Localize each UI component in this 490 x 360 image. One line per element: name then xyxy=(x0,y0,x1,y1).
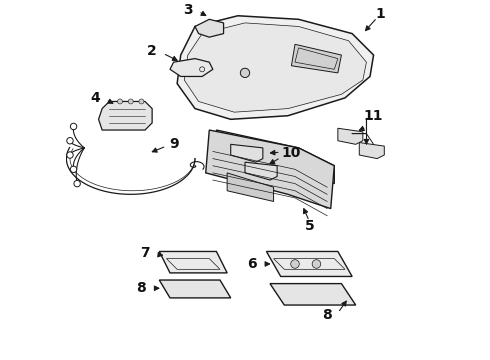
Polygon shape xyxy=(159,280,231,298)
Polygon shape xyxy=(245,162,277,180)
Circle shape xyxy=(67,138,73,144)
Polygon shape xyxy=(338,128,363,144)
Polygon shape xyxy=(195,19,223,37)
Text: 2: 2 xyxy=(147,45,157,58)
Text: 4: 4 xyxy=(90,91,100,105)
Text: 10: 10 xyxy=(282,146,301,160)
Circle shape xyxy=(74,180,80,187)
Text: 7: 7 xyxy=(140,246,150,260)
Polygon shape xyxy=(177,16,373,119)
Polygon shape xyxy=(231,144,263,162)
Polygon shape xyxy=(267,252,352,276)
Text: 8: 8 xyxy=(322,308,332,322)
Circle shape xyxy=(291,260,299,268)
Circle shape xyxy=(241,68,249,77)
Text: 6: 6 xyxy=(247,257,257,271)
Text: 3: 3 xyxy=(183,3,193,17)
Polygon shape xyxy=(206,130,334,208)
Circle shape xyxy=(128,99,133,104)
Circle shape xyxy=(71,166,77,172)
Polygon shape xyxy=(227,173,273,202)
Circle shape xyxy=(67,152,73,158)
Polygon shape xyxy=(292,44,342,73)
Polygon shape xyxy=(217,130,334,184)
Polygon shape xyxy=(184,23,367,112)
Text: 5: 5 xyxy=(304,220,314,234)
Polygon shape xyxy=(270,284,356,305)
Circle shape xyxy=(118,99,122,104)
Circle shape xyxy=(139,99,144,104)
Polygon shape xyxy=(98,102,152,130)
Polygon shape xyxy=(159,252,227,273)
Circle shape xyxy=(312,260,321,268)
Circle shape xyxy=(71,123,77,130)
Text: 11: 11 xyxy=(364,109,383,123)
Polygon shape xyxy=(170,59,213,76)
Text: 9: 9 xyxy=(169,137,178,151)
Text: 1: 1 xyxy=(376,7,386,21)
Polygon shape xyxy=(359,143,384,159)
Text: 8: 8 xyxy=(137,281,147,295)
